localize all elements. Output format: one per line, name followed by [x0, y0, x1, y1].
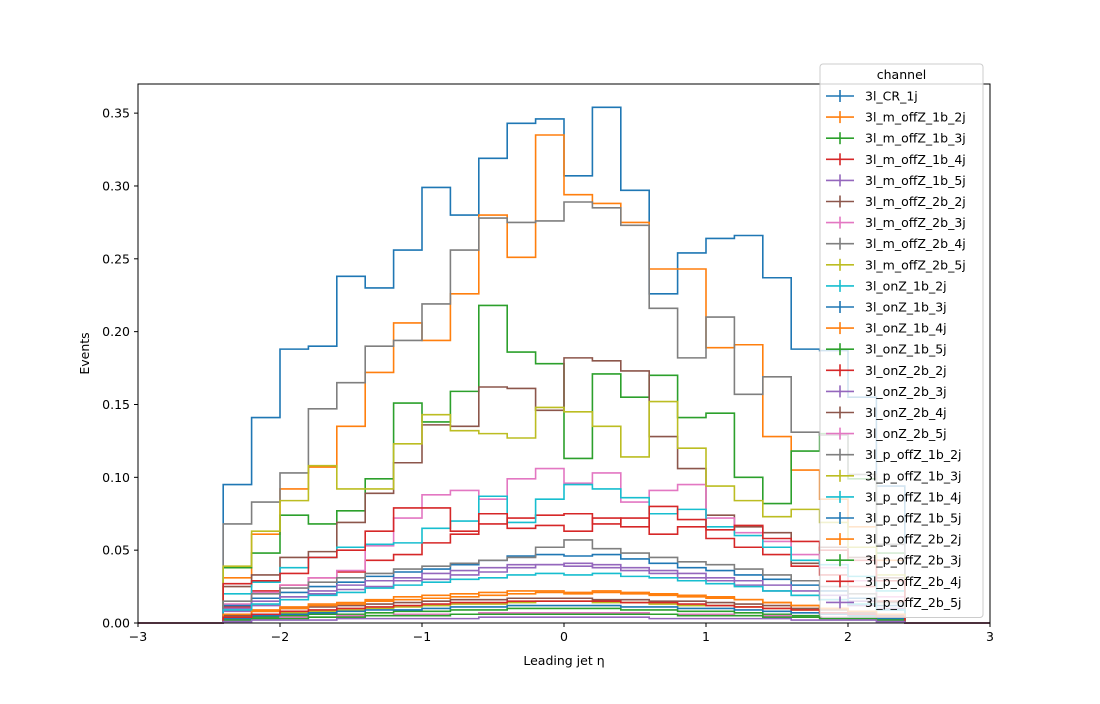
- legend-entry: 3l_onZ_1b_2j: [826, 278, 947, 293]
- legend-label: 3l_onZ_2b_3j: [865, 384, 947, 399]
- legend-entry: 3l_p_offZ_1b_3j: [826, 468, 962, 483]
- y-tick-label: 0.20: [102, 324, 130, 339]
- legend-entry: 3l_onZ_1b_5j: [826, 342, 947, 357]
- legend-label: 3l_p_offZ_2b_4j: [865, 574, 962, 589]
- legend-label: 3l_onZ_1b_3j: [865, 300, 947, 315]
- y-tick-label: 0.25: [102, 251, 130, 266]
- legend-entry: 3l_CR_1j: [826, 89, 918, 104]
- legend-label: 3l_m_offZ_2b_4j: [865, 236, 966, 251]
- legend-entry: 3l_onZ_2b_2j: [826, 363, 947, 378]
- legend-label: 3l_m_offZ_1b_4j: [865, 152, 966, 167]
- legend-label: 3l_p_offZ_1b_2j: [865, 447, 962, 462]
- series-line-3l_p_offZ_2b_3j: [138, 613, 990, 624]
- x-tick-label: 2: [844, 629, 852, 644]
- legend-entry: 3l_m_offZ_2b_5j: [826, 257, 966, 272]
- x-axis-label: Leading jet η: [523, 653, 604, 668]
- legend-entry: 3l_p_offZ_2b_4j: [826, 574, 962, 589]
- legend-label: 3l_p_offZ_1b_5j: [865, 511, 962, 526]
- legend-entry: 3l_onZ_1b_4j: [826, 321, 947, 336]
- legend-entry: 3l_m_offZ_1b_3j: [826, 131, 966, 146]
- legend-label: 3l_p_offZ_2b_5j: [865, 595, 962, 610]
- legend-entry: 3l_m_offZ_2b_3j: [826, 215, 966, 230]
- legend-entry: 3l_onZ_2b_5j: [826, 426, 947, 441]
- legend-label: 3l_p_offZ_2b_3j: [865, 553, 962, 568]
- y-axis-label: Events: [77, 332, 92, 374]
- legend-label: 3l_onZ_1b_5j: [865, 342, 947, 357]
- legend-entry: 3l_p_offZ_1b_4j: [826, 489, 962, 504]
- legend-entry: 3l_onZ_2b_3j: [826, 384, 947, 399]
- legend-label: 3l_m_offZ_2b_3j: [865, 215, 966, 230]
- legend-entry: 3l_m_offZ_2b_2j: [826, 194, 966, 209]
- series-line-3l_p_offZ_2b_5j: [138, 616, 990, 624]
- legend-items: 3l_CR_1j 3l_m_offZ_1b_2j 3l_m_offZ_1b_3j 3l…: [826, 89, 966, 610]
- x-tick-label: −1: [413, 629, 431, 644]
- legend-label: 3l_p_offZ_1b_3j: [865, 468, 962, 483]
- legend-entry: 3l_p_offZ_2b_2j: [826, 532, 962, 547]
- x-tick-label: −2: [271, 629, 289, 644]
- legend-entry: 3l_m_offZ_1b_4j: [826, 152, 966, 167]
- legend-entry: 3l_m_offZ_1b_5j: [826, 173, 966, 188]
- legend-entry: 3l_m_offZ_2b_4j: [826, 236, 966, 251]
- legend-entry: 3l_p_offZ_1b_5j: [826, 511, 962, 526]
- legend-label: 3l_m_offZ_2b_5j: [865, 257, 966, 272]
- legend-title: channel: [877, 67, 926, 82]
- legend-label: 3l_m_offZ_1b_3j: [865, 131, 966, 146]
- axis-layer: −3 −2 −1 0 1 2 3 0.00 0.05 0.10 0.15 0.20 0.25 0.30 0.…: [102, 106, 994, 644]
- legend-entry: 3l_onZ_2b_4j: [826, 405, 947, 420]
- legend-label: 3l_p_offZ_1b_4j: [865, 489, 962, 504]
- y-tick-label: 0.00: [102, 616, 130, 631]
- legend-label: 3l_onZ_1b_2j: [865, 278, 947, 293]
- legend-entry: 3l_m_offZ_1b_2j: [826, 110, 966, 125]
- legend-label: 3l_onZ_2b_5j: [865, 426, 947, 441]
- legend-label: 3l_m_offZ_2b_2j: [865, 194, 966, 209]
- x-tick-label: −3: [129, 629, 147, 644]
- legend-label: 3l_CR_1j: [865, 89, 918, 104]
- y-tick-label: 0.15: [102, 397, 130, 412]
- legend-entry: 3l_p_offZ_2b_5j: [826, 595, 962, 610]
- legend-label: 3l_onZ_2b_2j: [865, 363, 947, 378]
- legend-entry: 3l_onZ_1b_3j: [826, 300, 947, 315]
- legend-label: 3l_onZ_2b_4j: [865, 405, 947, 420]
- legend-entry: 3l_p_offZ_1b_2j: [826, 447, 962, 462]
- legend-label: 3l_m_offZ_1b_5j: [865, 173, 966, 188]
- legend-box: [819, 63, 984, 618]
- x-tick-label: 0: [560, 629, 568, 644]
- y-tick-label: 0.35: [102, 106, 130, 121]
- legend-entry: 3l_p_offZ_2b_3j: [826, 553, 962, 568]
- legend-label: 3l_p_offZ_2b_2j: [865, 532, 962, 547]
- legend: channel 3l_CR_1j 3l_m_offZ_1b_2j 3l_m_offZ…: [819, 63, 984, 618]
- x-tick-label: 1: [702, 629, 710, 644]
- y-tick-label: 0.05: [102, 543, 130, 558]
- legend-label: 3l_m_offZ_1b_2j: [865, 110, 966, 125]
- y-tick-label: 0.10: [102, 470, 130, 485]
- legend-label: 3l_onZ_1b_4j: [865, 321, 947, 336]
- x-tick-label: 3: [986, 629, 994, 644]
- y-tick-label: 0.30: [102, 178, 130, 193]
